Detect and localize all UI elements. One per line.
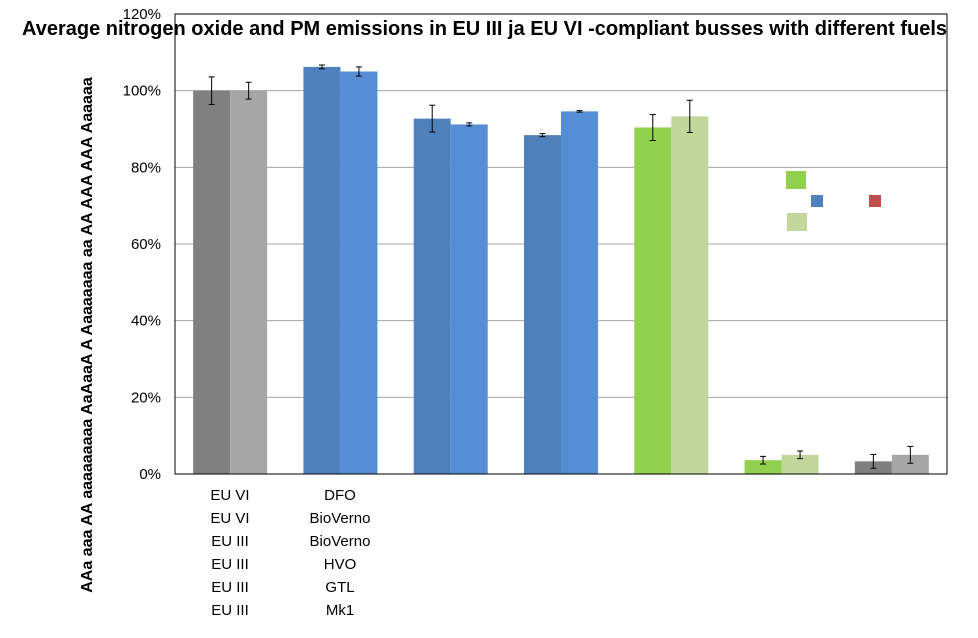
legend <box>786 171 881 231</box>
category-label: HVO <box>323 556 357 573</box>
category-labels-col-2: DFO BioVerno BioVerno HVO GTL Mk1 <box>300 484 380 622</box>
category-label: Mk1 <box>325 602 355 619</box>
category-label: EU III <box>211 602 249 619</box>
bar <box>524 135 561 474</box>
plot-area-border <box>174 13 948 475</box>
category-label: DFO <box>324 487 356 504</box>
legend-swatch <box>786 171 806 189</box>
bar <box>891 454 929 474</box>
y-axis-label: AAa aaa AA aaaaaaaaa AaAaaA A Aaaaaaaa a… <box>79 77 96 593</box>
bar <box>230 90 268 475</box>
y-tick-labels: 0% 20% 40% 60% 80% 100% 120% <box>123 6 161 483</box>
legend-swatch <box>811 195 823 207</box>
legend-swatch <box>787 213 807 231</box>
error-bars <box>208 64 914 469</box>
y-tick-label: 20% <box>131 389 161 406</box>
bar <box>561 111 598 474</box>
bar <box>634 127 672 474</box>
y-tick-label: 100% <box>123 83 161 100</box>
category-labels-col-1: EU VI EU VI EU III EU III EU III EU III <box>195 484 265 622</box>
y-tick-label: 60% <box>131 236 161 253</box>
bar <box>193 90 231 475</box>
category-label: EU VI <box>210 487 250 504</box>
category-label: EU VI <box>210 510 250 527</box>
bar <box>781 454 819 474</box>
y-tick-label: 80% <box>131 159 161 176</box>
y-tick-label: 0% <box>139 466 161 483</box>
bar <box>744 460 782 474</box>
category-label: BioVerno <box>309 533 371 550</box>
bars <box>193 66 929 475</box>
legend-swatch <box>869 195 881 207</box>
category-label: BioVerno <box>309 510 371 527</box>
category-label: EU III <box>211 579 249 596</box>
chart-title: Average nitrogen oxide and PM emissions … <box>22 18 947 40</box>
bar <box>413 118 451 475</box>
bar <box>303 66 341 475</box>
bar <box>450 124 488 475</box>
category-label: EU III <box>211 556 249 573</box>
category-label: EU III <box>211 533 249 550</box>
y-tick-label: 40% <box>131 313 161 330</box>
bar <box>340 71 378 474</box>
y-tick-label: 120% <box>123 6 161 23</box>
bar <box>671 116 709 474</box>
category-label: GTL <box>325 579 355 596</box>
